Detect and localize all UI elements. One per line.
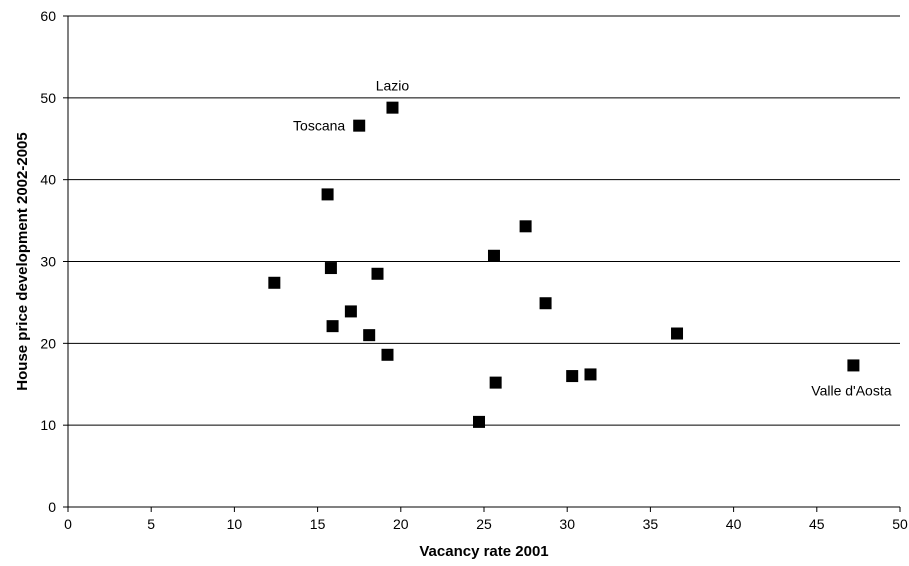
- data-point: [847, 359, 860, 372]
- data-point: [473, 415, 486, 428]
- gridlines: [68, 15, 900, 426]
- data-point: [324, 262, 337, 275]
- data-point: [371, 267, 384, 280]
- data-point: [386, 101, 399, 114]
- data-point: [344, 305, 357, 318]
- data-point: [671, 327, 684, 340]
- axes: [63, 15, 901, 512]
- data-point: [584, 368, 597, 381]
- data-point: [539, 297, 552, 310]
- y-tick-label: 60: [40, 8, 56, 24]
- point-label: Valle d'Aosta: [811, 382, 891, 398]
- y-tick-label: 40: [40, 172, 56, 188]
- x-tick-label: 5: [147, 516, 155, 532]
- data-point: [326, 320, 339, 333]
- point-label: Toscana: [293, 118, 345, 134]
- data-point: [487, 249, 500, 262]
- y-tick-label: 20: [40, 335, 56, 351]
- x-tick-label: 35: [643, 516, 659, 532]
- x-tick-label: 40: [726, 516, 742, 532]
- x-axis-title: Vacancy rate 2001: [419, 543, 548, 560]
- x-tick-label: 25: [476, 516, 492, 532]
- x-tick-labels: 0 5 10 15 20 25 30 35 40 45 50: [64, 516, 908, 532]
- data-point: [353, 119, 366, 132]
- y-axis-title: House price development 2002-2005: [14, 132, 31, 390]
- x-tick-label: 30: [559, 516, 575, 532]
- data-point: [268, 276, 281, 289]
- x-tick-label: 50: [892, 516, 908, 532]
- data-points: [268, 101, 860, 428]
- x-tick-label: 45: [809, 516, 825, 532]
- data-point: [489, 376, 502, 389]
- y-tick-label: 50: [40, 90, 56, 106]
- y-tick-label: 30: [40, 254, 56, 270]
- data-point: [566, 370, 579, 383]
- point-annotations: Toscana Lazio Valle d'Aosta: [293, 78, 892, 399]
- x-tick-label: 0: [64, 516, 72, 532]
- x-tick-label: 20: [393, 516, 409, 532]
- data-point: [519, 220, 532, 233]
- y-tick-label: 10: [40, 417, 56, 433]
- x-tick-label: 15: [310, 516, 326, 532]
- data-point: [321, 188, 334, 201]
- data-point: [381, 348, 394, 361]
- x-tick-label: 10: [227, 516, 243, 532]
- data-point: [363, 329, 376, 342]
- point-label: Lazio: [376, 78, 410, 94]
- y-tick-label: 0: [48, 499, 56, 515]
- y-tick-labels: 0 10 20 30 40 50 60: [40, 8, 56, 515]
